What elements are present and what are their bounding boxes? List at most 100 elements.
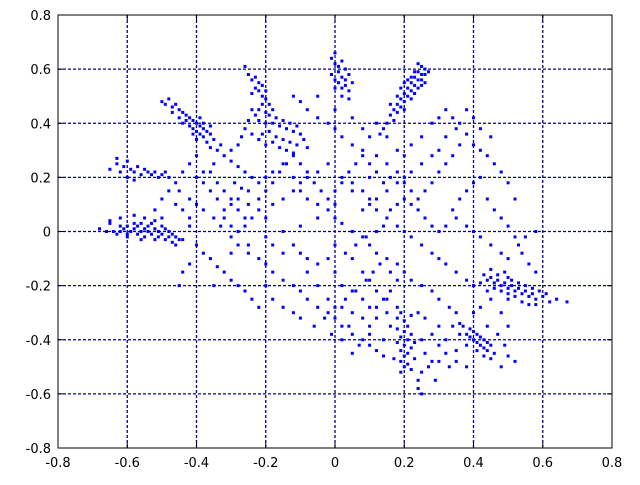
data-point (319, 189, 323, 193)
data-point (375, 170, 378, 174)
data-point (257, 119, 261, 122)
data-point (409, 97, 413, 101)
data-point (378, 262, 382, 266)
data-point (150, 221, 153, 225)
data-point (402, 270, 406, 274)
data-point (201, 181, 205, 185)
data-point (350, 257, 354, 261)
data-point (188, 216, 192, 220)
data-point (506, 354, 510, 358)
data-point (375, 289, 378, 293)
data-point (177, 116, 181, 120)
data-point (163, 238, 167, 242)
data-point (122, 165, 126, 169)
data-point (527, 294, 531, 298)
data-point (264, 143, 268, 147)
data-point (565, 300, 569, 304)
data-point (188, 262, 192, 266)
data-point (153, 238, 157, 242)
data-point (499, 251, 503, 255)
data-point (544, 292, 548, 296)
data-point (437, 343, 441, 347)
data-point (402, 181, 406, 185)
data-point (420, 83, 424, 87)
data-point (212, 162, 216, 166)
data-point (229, 224, 233, 228)
data-point (489, 135, 493, 139)
data-point (406, 351, 410, 355)
x-tick-label: -0.6 (115, 456, 140, 471)
data-point (375, 316, 378, 320)
data-point (430, 289, 434, 293)
data-point (454, 311, 458, 315)
data-point (291, 154, 295, 158)
data-point (340, 181, 344, 185)
data-point (489, 243, 493, 247)
data-point (503, 281, 507, 285)
data-point (395, 94, 399, 98)
data-point (430, 359, 434, 363)
data-point (347, 170, 351, 174)
data-point (385, 216, 389, 220)
data-point (402, 319, 406, 323)
data-point (118, 216, 122, 220)
data-point (451, 116, 455, 120)
data-point (523, 284, 527, 288)
data-point (333, 216, 337, 220)
data-point (485, 197, 489, 201)
data-point (548, 300, 552, 304)
data-point (146, 230, 150, 233)
data-point (447, 365, 451, 369)
data-point (208, 132, 212, 136)
data-point (250, 175, 254, 179)
data-point (385, 162, 389, 166)
data-point (236, 165, 240, 169)
y-tick-label: 0.6 (30, 63, 51, 78)
data-point (333, 108, 337, 112)
data-point (146, 224, 150, 228)
data-point (177, 238, 181, 242)
data-point (132, 221, 136, 225)
data-point (496, 332, 500, 336)
data-point (271, 121, 275, 125)
data-point (447, 305, 451, 309)
data-point (291, 175, 295, 179)
data-point (278, 170, 282, 174)
data-point (340, 59, 344, 63)
data-point (316, 94, 320, 98)
data-point (492, 281, 496, 285)
data-point (201, 127, 205, 131)
data-point (229, 159, 233, 163)
data-point (271, 108, 275, 112)
data-point (399, 359, 403, 363)
data-point (188, 197, 192, 201)
data-point (160, 173, 164, 177)
data-point (298, 100, 302, 104)
data-point (222, 154, 226, 158)
data-point (430, 121, 434, 125)
data-point (350, 311, 354, 315)
data-point (361, 148, 365, 152)
data-point (427, 70, 430, 74)
data-point (465, 365, 469, 369)
data-point (420, 243, 424, 247)
data-point (246, 251, 250, 255)
data-point (458, 322, 462, 325)
data-point (347, 97, 351, 101)
data-point (465, 132, 469, 136)
data-point (337, 81, 340, 85)
data-point (326, 197, 330, 201)
data-point (499, 311, 503, 315)
data-point (537, 289, 541, 293)
data-point (264, 262, 268, 266)
data-point (340, 284, 344, 288)
data-point (291, 311, 295, 315)
data-point (478, 305, 482, 309)
data-point (368, 324, 372, 328)
data-point (108, 221, 112, 225)
data-point (503, 270, 507, 274)
data-point (264, 97, 268, 101)
data-point (281, 305, 285, 309)
data-point (340, 324, 344, 328)
data-point (153, 170, 157, 174)
